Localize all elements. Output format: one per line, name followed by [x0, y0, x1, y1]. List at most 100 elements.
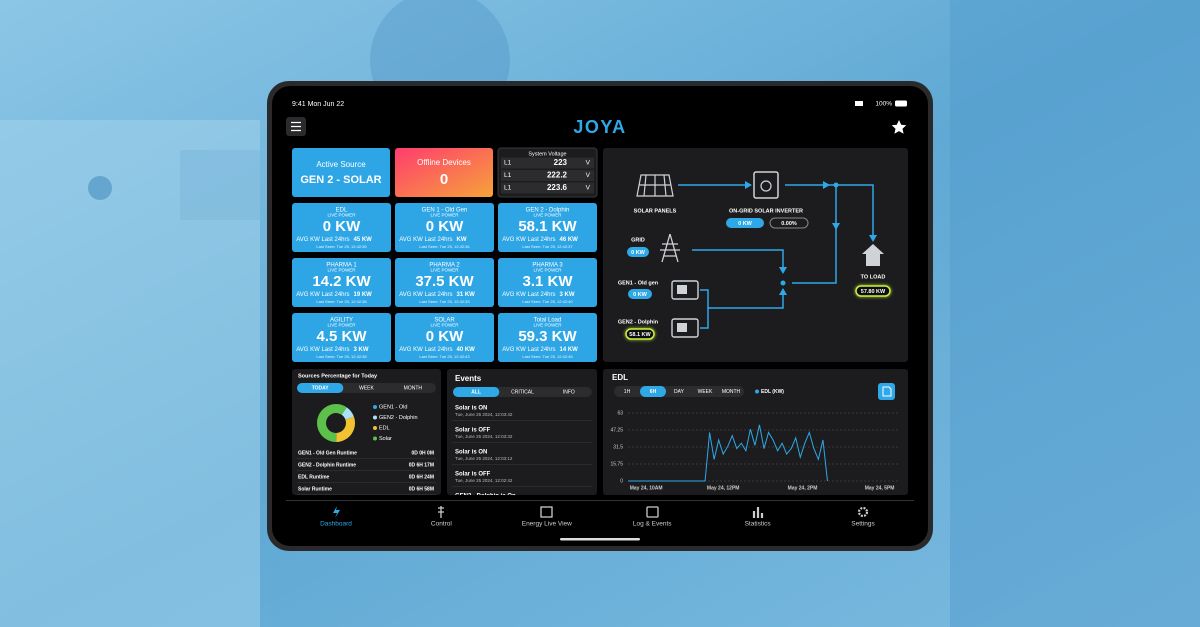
battery-level: 100%: [875, 101, 892, 108]
offline-label: Offline Devices: [417, 158, 471, 167]
tab[interactable]: 6H: [650, 389, 657, 395]
card-name: SOLAR: [434, 318, 455, 324]
voltage-row: [501, 170, 594, 181]
card-sub: LIVE POWER: [430, 323, 459, 328]
card-sub: LIVE POWER: [533, 323, 562, 328]
card-value: 0 KW: [426, 328, 464, 345]
legend-dot: [373, 426, 377, 430]
card-sub: LIVE POWER: [327, 268, 356, 273]
favorite-button[interactable]: [891, 120, 907, 134]
card-last-seen: Last Seen: Tue 25, 12:42:33: [419, 299, 470, 304]
tab[interactable]: MONTH: [722, 389, 741, 395]
nav-icon: [857, 506, 869, 518]
nav-icon: [752, 507, 764, 518]
nav-item[interactable]: Control: [431, 521, 453, 528]
card-avg-label: AVG KW Last 24hrs: [502, 347, 555, 353]
tab[interactable]: 1H: [624, 389, 631, 395]
voltage-phase: L1: [504, 185, 512, 192]
runtime-divider: [297, 470, 436, 471]
tab-active: [453, 387, 500, 397]
flow-label: GEN1 - Old gen: [618, 280, 659, 286]
export-button[interactable]: [878, 383, 895, 400]
tab[interactable]: MONTH: [404, 385, 423, 391]
voltage-row: [501, 182, 594, 194]
card-sub: LIVE POWER: [430, 213, 459, 218]
tab[interactable]: CRITICAL: [511, 389, 534, 395]
gen1-icon-detail: [677, 285, 687, 294]
card-last-seen: Last Seen: Tue 25, 12:42:37: [522, 244, 573, 249]
inverter-icon: [753, 171, 779, 199]
card-last-seen: Last Seen: Tue 25, 12:42:36: [419, 244, 470, 249]
legend-dot: [755, 389, 759, 394]
y-tick-label: 0: [620, 478, 623, 484]
power-card: [395, 258, 494, 307]
x-tick-label: May 24, 2PM: [788, 485, 818, 491]
nav-item[interactable]: Settings: [851, 521, 875, 528]
nav-item[interactable]: Log & Events: [633, 521, 672, 528]
offline-card: [395, 148, 493, 197]
card-avg-label: AVG KW Last 24hrs: [399, 237, 452, 243]
flow-label: GRID: [631, 237, 645, 243]
runtime-label: GEN2 - Dolphin Runtime: [298, 462, 356, 468]
voltage-rows: L1 223 V L1 222.2 V L1 223.6 V: [501, 157, 594, 194]
grid-icon: [660, 233, 680, 263]
event-divider: [452, 442, 592, 443]
card-last-seen: Last Seen: Tue 25, 12:42:38: [316, 299, 367, 304]
event-date: Tue, June 25 2024, 12:02:42: [455, 478, 513, 483]
gen2-icon-detail: [677, 323, 687, 332]
y-tick-label: 47.25: [610, 427, 623, 433]
card-avg: 19 KW: [354, 292, 373, 298]
arrow: [779, 267, 787, 274]
event-date: Tue, June 25 2024, 12:03:42: [455, 412, 513, 417]
event-title: GEN2 - Dolphin is On: [455, 494, 516, 500]
runtime-value: 0D 6H 58M: [409, 486, 434, 492]
y-tick-label: 63: [617, 410, 623, 416]
power-card: [395, 203, 494, 252]
card-avg: 3 KW: [354, 347, 369, 353]
card-name: PHARMA 1: [326, 263, 357, 269]
event-date: Tue, June 25 2024, 12:03:32: [455, 434, 513, 439]
offline-count: 0: [440, 171, 448, 188]
tab[interactable]: DAY: [674, 389, 685, 395]
flow-pill: [627, 247, 649, 257]
inverter-dial: [760, 180, 772, 192]
card-value: 58.1 KW: [518, 218, 577, 235]
flow-pill: [855, 285, 891, 297]
flow-pill: [625, 328, 655, 340]
event-divider: [452, 464, 592, 465]
tab[interactable]: WEEK: [698, 389, 713, 395]
card-name: PHARMA 2: [429, 263, 460, 269]
nav-item[interactable]: Energy Live View: [522, 521, 572, 528]
card-last-seen: Last Seen: Tue 25, 12:42:45: [522, 354, 573, 359]
nav-item[interactable]: Dashboard: [320, 521, 352, 528]
event-title: Solar is ON: [455, 406, 487, 412]
runtime-label: EDL Runtime: [298, 474, 330, 480]
card-sub: LIVE POWER: [327, 323, 356, 328]
voltage-unit: V: [586, 185, 591, 192]
tab[interactable]: TODAY: [312, 385, 330, 391]
voltage-phase: L1: [504, 172, 512, 179]
flow-pill: [726, 218, 764, 228]
flow-pill-text: 0 KW: [738, 221, 753, 227]
tab[interactable]: INFO: [563, 389, 575, 395]
edl-panel: [603, 369, 908, 495]
flow-pill: [628, 289, 652, 299]
bg-button: [88, 176, 112, 200]
tab[interactable]: WEEK: [359, 385, 374, 391]
legend-dot: [373, 405, 377, 409]
card-name: GEN 1 - Old Gen: [422, 208, 468, 214]
sources-panel: [292, 369, 441, 495]
voltage-unit: V: [586, 172, 591, 179]
active-source-label: Active Source: [316, 160, 366, 169]
tab[interactable]: ALL: [471, 389, 481, 395]
edl-content: 1H 6H DAY WEEK MONTH EDL (KW) 0 15.75 31.5 47.25 6…: [610, 386, 900, 491]
arrow: [869, 235, 877, 242]
nav-item[interactable]: Statistics: [745, 521, 772, 528]
signal-icon: [855, 101, 863, 106]
junction: [780, 280, 786, 286]
flow-pill-text: 57.80 KW: [861, 289, 886, 295]
